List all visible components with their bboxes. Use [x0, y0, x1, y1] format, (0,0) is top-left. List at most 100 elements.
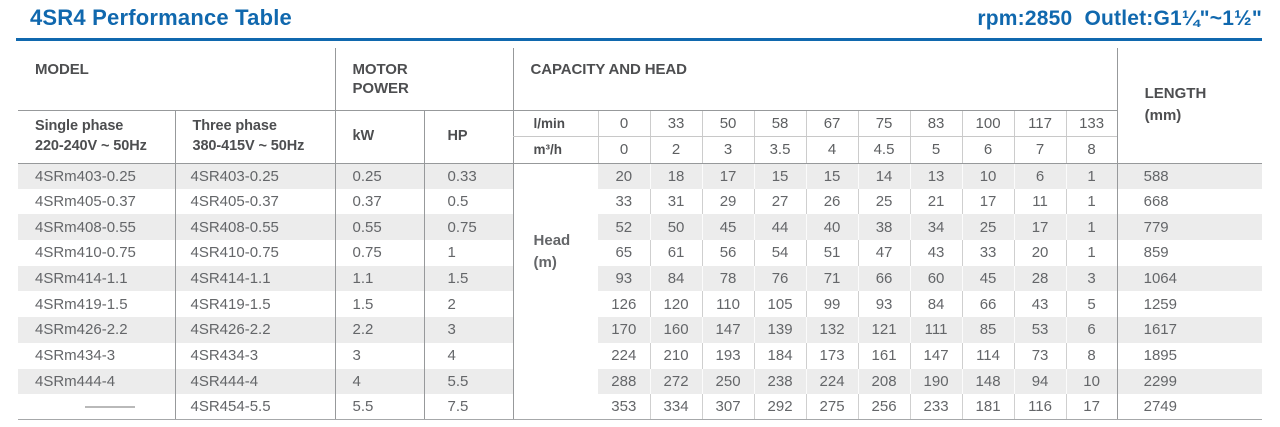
cell-single-phase-model: 4SRm414-1.1 [18, 265, 175, 292]
cell-head-value: 193 [701, 342, 755, 369]
cell-head-value: 110 [701, 291, 755, 318]
lmin-value: 117 [1013, 110, 1067, 137]
cell-head-value: 65 [615, 244, 633, 262]
cell-head-value: 21 [909, 188, 963, 215]
cell-head-value: 1 [1065, 214, 1118, 241]
cell-motor-kw: 3 [334, 342, 425, 369]
cell-head-value: 45 [701, 214, 755, 241]
m3h-value: 3 [701, 136, 755, 164]
cell-head-value: 105 [753, 291, 807, 318]
cell-motor-kw: 0.25 [334, 163, 425, 189]
cell-three-phase-model: 4SR410-0.75 [174, 240, 336, 266]
single-phase-header: Single phase 220-240V ~ 50Hz [18, 110, 175, 164]
cell-head-value: 10 [961, 163, 1015, 189]
cell-head-value: 114 [961, 342, 1015, 369]
cell-single-phase-model: 4SRm410-0.75 [35, 244, 136, 262]
cell-head-value: 17 [701, 163, 755, 189]
cell-three-phase-model: 4SR454-5.5 [174, 394, 336, 421]
cell-length-mm: 2749 [1116, 394, 1263, 421]
cell-head-value: 84 [649, 265, 703, 292]
cell-head-value: 6 [1065, 317, 1118, 343]
cell-head-value: 11 [1013, 188, 1067, 215]
cell-length-mm: 859 [1116, 240, 1263, 266]
rpm-outlet-spec: rpm:2850 Outlet:G1¼"~1½" [977, 7, 1262, 30]
cell-head-value: 93 [857, 291, 911, 318]
cell-head-value: 50 [649, 214, 703, 241]
cell-head-value: 84 [909, 291, 963, 318]
table-row: 4SRm426-2.2 4SR426-2.2 2.2 3 170 160 147 139 132… [18, 317, 1263, 343]
lmin-value: 100 [961, 110, 1015, 137]
cell-head-value: 334 [649, 394, 703, 421]
cell-head-value: 78 [701, 265, 755, 292]
cell-motor-kw: 1.5 [334, 291, 425, 318]
cell-three-phase-model: 4SR434-3 [174, 342, 336, 369]
cell-head-value: 111 [909, 317, 963, 343]
cell-head-value: 33 [961, 240, 1015, 266]
cell-head-value: 56 [701, 240, 755, 266]
cell-head-value: 5 [1065, 291, 1118, 318]
lmin-value: 133 [1065, 110, 1118, 137]
hp-header: HP [423, 110, 514, 164]
cell-head-value: 139 [753, 317, 807, 343]
cell-head-value: 288 [598, 368, 651, 395]
table-row: 4SRm414-1.1 4SR414-1.1 1.1 1.5 93 84 78 76 71 66 6… [18, 265, 1263, 292]
cell-motor-kw: 1.1 [334, 265, 425, 292]
cell-single-phase-model: 4SRm405-0.37 [35, 193, 136, 211]
cell-head-value: 132 [805, 317, 859, 343]
cell-single-phase-model: 4SRm434-3 [35, 347, 116, 365]
cell-head-value: 60 [909, 265, 963, 292]
page-title: 4SR4 Performance Table [30, 5, 292, 30]
cell-head-value: 17 [1065, 394, 1118, 421]
cell-head-value: 18 [649, 163, 703, 189]
cell-head-value: 161 [857, 342, 911, 369]
cell-motor-hp: 1 [423, 240, 514, 266]
cell-three-phase-model: 4SR405-0.37 [174, 188, 336, 215]
cell-length-mm: 1617 [1116, 317, 1263, 343]
cell-head-value: 93 [598, 265, 651, 292]
three-phase-header: Three phase 380-415V ~ 50Hz [174, 110, 336, 164]
cell-head-value: 20 [598, 163, 651, 189]
cell-three-phase-model: 4SR426-2.2 [174, 317, 336, 343]
cell-single-phase-model: 4SRm444-4 [18, 368, 175, 395]
cell-head-value: 52 [598, 214, 651, 241]
cell-motor-hp: 1.5 [423, 265, 514, 292]
length-column-header: LENGTH (mm) [1116, 48, 1263, 164]
cell-length-mm: 2299 [1116, 368, 1263, 395]
cell-head-value: 181 [961, 394, 1015, 421]
table-row: 4SRm405-0.37 4SR405-0.37 0.37 0.5 33 31 29 27 26… [18, 188, 1263, 215]
cell-head-value: 224 [611, 347, 637, 365]
table-row: 4SRm408-0.55 4SR408-0.55 0.55 0.75 52 50 45 44 4… [18, 214, 1263, 241]
cell-head-value: 10 [1065, 368, 1118, 395]
model-group-header: MODEL [18, 48, 336, 111]
capacity-head-group-header: CAPACITY AND HEAD [512, 48, 1118, 111]
cell-head-value: 76 [753, 265, 807, 292]
lmin-value: 50 [701, 110, 755, 137]
cell-head-value: 28 [1013, 265, 1067, 292]
cell-head-value: 210 [649, 342, 703, 369]
cell-head-value: 6 [1013, 163, 1067, 189]
cell-head-value: 8 [1065, 342, 1118, 369]
cell-head-value: 224 [805, 368, 859, 395]
cell-head-value: 1 [1065, 188, 1118, 215]
cell-head-value: 34 [909, 214, 963, 241]
cell-head-value: 1 [1065, 163, 1118, 189]
cell-head-value: 170 [598, 317, 651, 343]
lmin-value: 0 [597, 110, 651, 137]
title-bar: 4SR4 Performance Table rpm:2850 Outlet:G… [18, 5, 1262, 31]
cell-single-phase-model: 4SRm419-1.5 [35, 295, 128, 313]
cell-head-value: 53 [1013, 317, 1067, 343]
cell-head-value: 45 [961, 265, 1015, 292]
head-m-label: Head (m) [512, 163, 599, 421]
cell-head-value: 148 [961, 368, 1015, 395]
cell-single-phase-model [18, 394, 175, 421]
motor-power-group-header: MOTOR POWER [334, 48, 514, 111]
cell-three-phase-model: 4SR419-1.5 [174, 291, 336, 318]
cell-motor-hp: 0.5 [423, 188, 514, 215]
cell-head-value: 15 [805, 163, 859, 189]
cell-head-value: 26 [805, 188, 859, 215]
cell-head-value: 20 [1013, 240, 1067, 266]
cell-head-value: 250 [701, 368, 755, 395]
cell-length-mm: 588 [1116, 163, 1263, 189]
cell-single-phase-model: 4SRm403-0.25 [18, 163, 175, 189]
